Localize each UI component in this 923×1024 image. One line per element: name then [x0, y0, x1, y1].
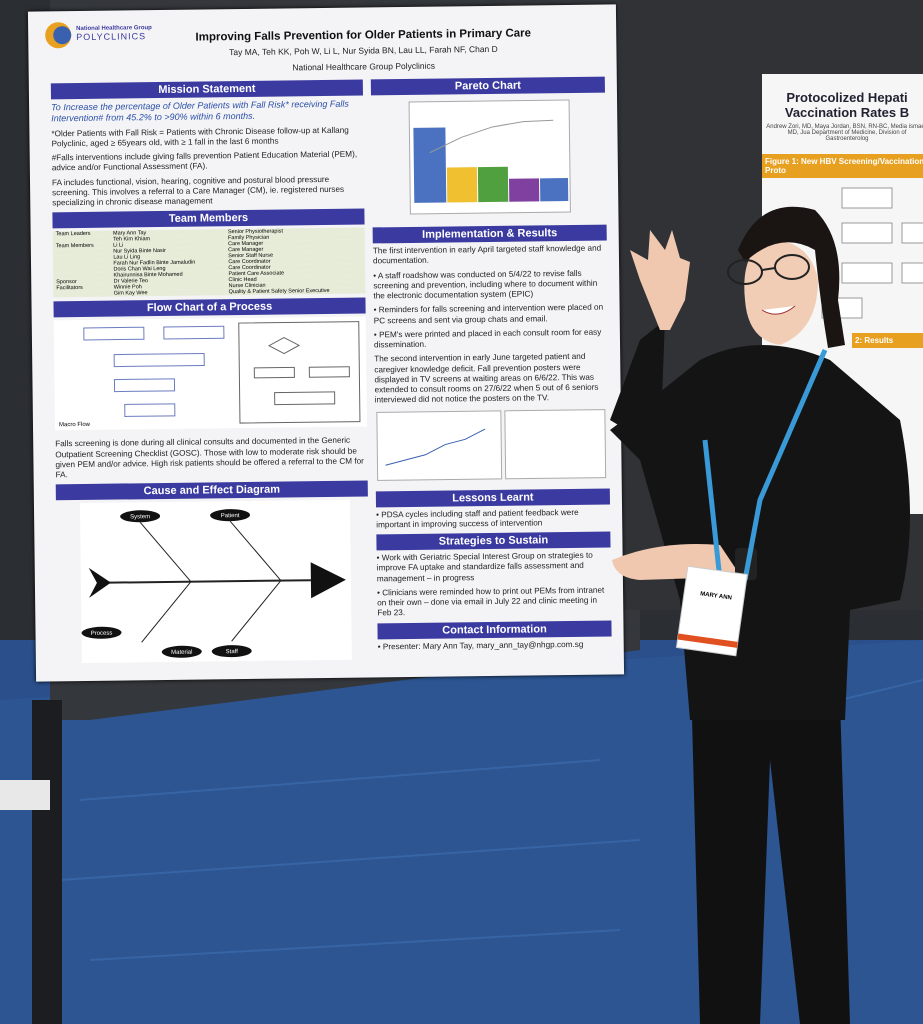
- left-column: Mission Statement To Increase the percen…: [50, 76, 370, 669]
- side-authors: Andrew Zori, MD, Maya Jordan, BSN, RN-BC…: [766, 124, 923, 142]
- side-title: Protocolized Hepati Vaccination Rates B: [784, 90, 910, 120]
- org-logo: National Healthcare Group POLYCLINICS: [42, 20, 192, 50]
- fishbone-label: Patient: [221, 513, 240, 519]
- fishbone-label: Staff: [226, 649, 239, 655]
- poster: National Healthcare Group POLYCLINICS Im…: [27, 4, 625, 682]
- side-figure-heading: 2: Results: [852, 333, 923, 348]
- fishbone-label: Process: [91, 631, 113, 637]
- fishbone-label: Material: [171, 650, 192, 656]
- pareto-chart: [408, 99, 571, 215]
- badge-name: MARY ANN: [700, 591, 732, 601]
- fishbone-label-bg: [211, 645, 252, 658]
- fishbone-label-bg: [81, 627, 122, 640]
- results-charts: [376, 408, 607, 481]
- flowchart: Macro Flow: [53, 316, 368, 431]
- right-column: Pareto Chart Implementation & Results Th…: [370, 73, 612, 657]
- logo-icon: [45, 22, 72, 49]
- fishbone-label-bg: [120, 510, 161, 523]
- side-figure-heading: Figure 1: New HBV Screening/Vaccination …: [762, 154, 923, 178]
- fishbone: System Patient Process Staff Material: [79, 499, 352, 664]
- fishbone-label: System: [130, 514, 150, 520]
- side-flowchart: [821, 187, 923, 319]
- fishbone-label-bg: [161, 646, 202, 659]
- fishbone-label-bg: [210, 509, 251, 522]
- flow-caption: Macro Flow: [59, 422, 91, 428]
